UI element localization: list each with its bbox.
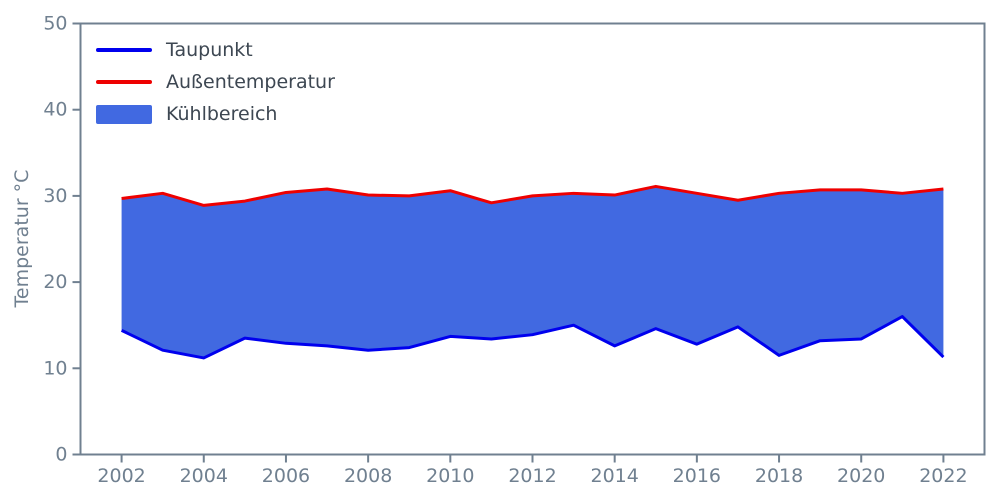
aussentemperatur-line-swatch: [96, 80, 152, 84]
y-axis-label: Temperatur °C: [11, 169, 33, 308]
x-tick-label: 2004: [180, 465, 228, 487]
legend-label-kuehlbereich: Kühlbereich: [166, 103, 278, 125]
taupunkt-line-swatch: [96, 48, 152, 52]
legend-item-aussentemperatur: Außentemperatur: [96, 66, 335, 98]
x-tick-label: 2006: [262, 465, 310, 487]
series-line-0: [120, 315, 945, 360]
x-tick-label: 2018: [755, 465, 803, 487]
legend-label-taupunkt: Taupunkt: [166, 39, 253, 61]
x-tick-label: 2002: [97, 465, 145, 487]
plot-border: [79, 22, 986, 456]
x-tick-label: 2014: [591, 465, 639, 487]
y-tick-label: 20: [43, 271, 67, 293]
x-tick-label: 2012: [508, 465, 556, 487]
y-tick-label: 50: [43, 13, 67, 35]
y-tick-label: 30: [43, 185, 67, 207]
x-tick-label: 2022: [919, 465, 967, 487]
series-line-1: [121, 184, 944, 207]
legend: Taupunkt Außentemperatur Kühlbereich: [96, 34, 335, 130]
y-tick-label: 10: [43, 357, 67, 379]
cooling-area-fill: [121, 186, 944, 358]
y-tick-label: 0: [55, 444, 67, 466]
legend-item-taupunkt: Taupunkt: [96, 34, 335, 66]
y-tick-label: 40: [43, 99, 67, 121]
legend-item-kuehlbereich: Kühlbereich: [96, 98, 335, 130]
x-tick-label: 2020: [837, 465, 885, 487]
kuehlbereich-patch-swatch: [96, 104, 152, 124]
x-tick-label: 2008: [344, 465, 392, 487]
x-tick-label: 2010: [426, 465, 474, 487]
x-tick-label: 2016: [673, 465, 721, 487]
legend-label-aussentemperatur: Außentemperatur: [166, 71, 335, 93]
